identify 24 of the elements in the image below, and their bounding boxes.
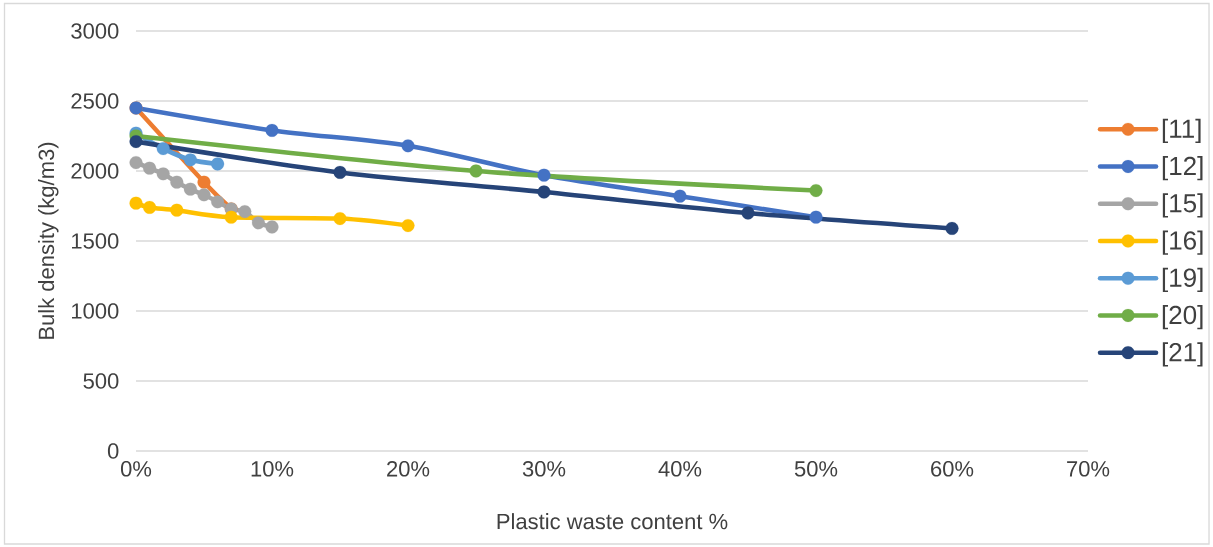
x-tick-label: 40% — [658, 461, 702, 477]
legend-label: [19] — [1162, 267, 1203, 293]
y-tick-label: 3000 — [71, 23, 119, 39]
x-tick-label: 0% — [120, 461, 152, 477]
legend-label: [20] — [1162, 305, 1203, 330]
y-tick-label: 1500 — [72, 233, 119, 249]
y-tick-label: 1000 — [72, 303, 119, 319]
x-tick-label: 30% — [522, 461, 566, 477]
y-tick-label: 2000 — [71, 163, 119, 179]
y-axis-title: Bulk density (kg/m3) — [38, 142, 59, 339]
legend-label: [11] — [1162, 118, 1201, 144]
y-tick-label: 500 — [83, 373, 119, 389]
x-tick-label: 10% — [251, 461, 294, 477]
x-axis-title: Plastic waste content % — [497, 513, 728, 530]
legend-label: [15] — [1162, 193, 1203, 218]
x-tick-label: 50% — [794, 461, 838, 477]
legend-label: [12] — [1162, 156, 1203, 181]
x-tick-label: 20% — [387, 461, 430, 477]
y-tick-label: 0 — [107, 443, 119, 459]
legend-label: [16] — [1162, 230, 1203, 255]
x-tick-label: 70% — [1067, 461, 1110, 477]
x-tick-label: 60% — [931, 461, 974, 477]
legend-label: [21] — [1162, 342, 1203, 367]
y-tick-label: 2500 — [71, 93, 119, 109]
